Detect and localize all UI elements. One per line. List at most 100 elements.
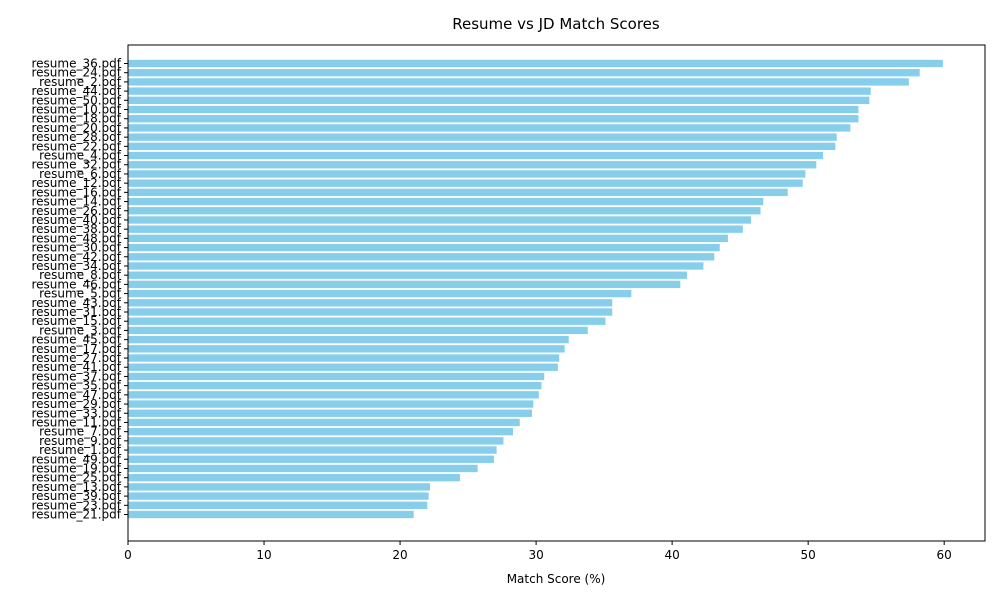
y-tick-label: resume_22.pdf	[31, 139, 121, 153]
y-tick-label: resume_3.pdf	[39, 323, 122, 337]
y-tick-label: resume_26.pdf	[31, 204, 121, 218]
y-tick-label: resume_32.pdf	[31, 158, 121, 172]
bar	[128, 400, 534, 408]
bars-group	[128, 59, 943, 519]
y-tick-label: resume_9.pdf	[39, 434, 122, 448]
axes-group: resume_36.pdfresume_24.pdfresume_2.pdfre…	[31, 44, 986, 562]
y-tick-label: resume_12.pdf	[31, 176, 121, 190]
bar	[128, 317, 606, 325]
bar	[128, 289, 632, 298]
y-tick-label: resume_50.pdf	[31, 93, 121, 107]
bar	[128, 161, 817, 169]
y-tick-label: resume_16.pdf	[31, 185, 121, 199]
x-tick-label: 40	[664, 548, 679, 562]
y-tick-label: resume_18.pdf	[31, 112, 121, 126]
y-tick-label: resume_49.pdf	[31, 452, 121, 466]
bar	[128, 170, 806, 178]
y-tick-label: resume_27.pdf	[31, 351, 121, 365]
y-tick-label: resume_29.pdf	[31, 397, 121, 411]
y-tick-label: resume_1.pdf	[39, 443, 122, 457]
y-tick-label: resume_33.pdf	[31, 406, 121, 420]
bar	[128, 391, 539, 399]
bar	[128, 262, 704, 270]
y-tick-label: resume_37.pdf	[31, 369, 121, 383]
bar	[128, 299, 613, 307]
bar	[128, 216, 752, 224]
bar	[128, 409, 533, 417]
y-tick-label: resume_43.pdf	[31, 296, 121, 310]
x-axis-label: Match Score (%)	[507, 572, 606, 586]
bar	[128, 197, 764, 206]
bar	[128, 354, 560, 362]
bar	[128, 427, 513, 436]
x-tick-label: 60	[937, 548, 952, 562]
bar	[128, 372, 545, 381]
y-tick-label: resume_42.pdf	[31, 250, 121, 264]
y-tick-label: resume_7.pdf	[39, 425, 122, 439]
y-tick-label: resume_47.pdf	[31, 388, 121, 402]
bar	[128, 87, 871, 95]
bar	[128, 345, 565, 353]
y-tick-label: resume_28.pdf	[31, 130, 121, 144]
bar	[128, 253, 715, 261]
y-tick-label: resume_13.pdf	[31, 480, 121, 494]
y-tick-label: resume_25.pdf	[31, 471, 121, 485]
bar	[128, 115, 859, 123]
bar	[128, 446, 497, 454]
bar	[128, 474, 460, 482]
bar	[128, 234, 728, 243]
y-tick-label: resume_36.pdf	[31, 57, 121, 71]
x-tick-label: 0	[124, 548, 132, 562]
bar	[128, 188, 788, 197]
y-tick-label: resume_34.pdf	[31, 259, 121, 273]
bar	[128, 151, 824, 160]
y-tick-label: resume_39.pdf	[31, 489, 121, 503]
bar	[128, 133, 837, 141]
bar	[128, 271, 688, 279]
bar	[128, 418, 520, 427]
bar	[128, 501, 428, 509]
bar	[128, 363, 558, 371]
y-tick-label: resume_6.pdf	[39, 167, 122, 181]
y-tick-label: resume_10.pdf	[31, 103, 121, 117]
y-tick-label: resume_14.pdf	[31, 195, 121, 209]
bar	[128, 308, 613, 316]
x-tick-label: 20	[392, 548, 407, 562]
bar	[128, 464, 478, 473]
bar	[128, 510, 414, 519]
y-tick-label: resume_40.pdf	[31, 213, 121, 227]
bar	[128, 179, 803, 187]
y-tick-label: resume_11.pdf	[31, 415, 121, 429]
x-tick-label: 50	[801, 548, 816, 562]
y-tick-label: resume_31.pdf	[31, 305, 121, 319]
bar	[128, 142, 836, 151]
y-tick-label: resume_20.pdf	[31, 121, 121, 135]
y-tick-label: resume_8.pdf	[39, 268, 122, 282]
x-tick-label: 30	[528, 548, 543, 562]
bar	[128, 96, 870, 104]
bar	[128, 280, 681, 289]
bar	[128, 326, 588, 335]
bar	[128, 69, 920, 77]
chart-title: Resume vs JD Match Scores	[452, 15, 660, 33]
bar	[128, 59, 943, 68]
bar	[128, 207, 761, 215]
y-tick-label: resume_4.pdf	[39, 149, 122, 163]
y-tick-label: resume_48.pdf	[31, 231, 121, 245]
plot-frame	[127, 44, 986, 542]
y-tick-label: resume_2.pdf	[39, 75, 122, 89]
y-tick-label: resume_15.pdf	[31, 314, 121, 328]
y-tick-label: resume_41.pdf	[31, 360, 121, 374]
y-tick-label: resume_46.pdf	[31, 277, 121, 291]
y-tick-label: resume_30.pdf	[31, 241, 121, 255]
y-tick-label: resume_45.pdf	[31, 333, 121, 347]
bar	[128, 483, 430, 491]
y-tick-label: resume_17.pdf	[31, 342, 121, 356]
y-tick-label: resume_44.pdf	[31, 84, 121, 98]
y-tick-label: resume_35.pdf	[31, 379, 121, 393]
y-tick-label: resume_21.pdf	[31, 508, 121, 522]
x-tick-label: 10	[256, 548, 271, 562]
bar	[128, 105, 859, 114]
y-tick-label: resume_24.pdf	[31, 66, 121, 80]
